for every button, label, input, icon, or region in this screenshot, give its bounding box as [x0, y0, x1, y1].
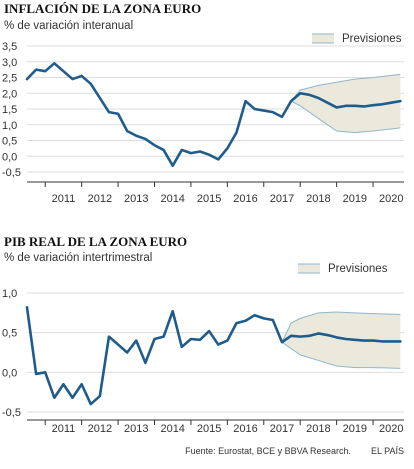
y-tick-label: 0,5 — [2, 328, 17, 340]
x-tick-label: 2020 — [379, 423, 403, 435]
x-tick-label: 2015 — [197, 423, 221, 435]
x-tick-label: 2013 — [124, 193, 148, 205]
x-tick-label: 2011 — [52, 423, 76, 435]
x-tick-label: 2013 — [124, 423, 148, 435]
x-tick-label: 2019 — [343, 423, 367, 435]
y-tick-label: 0,5 — [2, 136, 17, 148]
source-note: Fuente: Eurostat, BCE y BBVA Research. — [185, 446, 351, 456]
x-tick-label: 2019 — [343, 193, 367, 205]
y-tick-label: 1,0 — [2, 120, 17, 132]
x-tick-label: 2018 — [306, 193, 330, 205]
x-tick-label: 2018 — [306, 423, 330, 435]
brand-label: EL PAÍS — [371, 446, 404, 456]
forecast-lower-bound — [290, 100, 401, 134]
x-tick-label: 2017 — [270, 423, 294, 435]
series-line — [25, 305, 402, 406]
x-tick-label: 2014 — [160, 193, 184, 205]
forecast-upper-bound — [281, 311, 401, 343]
chart-subtitle: % de variación interanual — [4, 20, 133, 32]
y-tick-label: 0,0 — [2, 151, 17, 163]
x-tick-label: 2017 — [270, 193, 294, 205]
x-tick-label: 2014 — [160, 423, 184, 435]
y-tick-label: 2,5 — [2, 73, 17, 85]
chart-subtitle: % de variación intertrimestral — [4, 252, 152, 264]
y-tick-label: 3,0 — [2, 57, 17, 69]
chart-title: PIB REAL DE LA ZONA EURO — [4, 234, 187, 249]
legend-label: Previsiones — [328, 263, 388, 275]
y-tick-label: 3,5 — [2, 41, 17, 53]
x-tick-label: 2012 — [88, 423, 112, 435]
x-tick-label: 2016 — [233, 193, 257, 205]
y-tick-label: 2,0 — [2, 88, 17, 100]
legend-swatch — [298, 264, 320, 273]
x-tick-label: 2012 — [88, 193, 112, 205]
legend-label: Previsiones — [342, 33, 402, 45]
y-tick-label: -0,5 — [2, 167, 21, 179]
inflation-chart: INFLACIÓN DE LA ZONA EURO % de variación … — [2, 1, 404, 205]
y-tick-label: 1,0 — [2, 288, 17, 300]
series-line — [25, 62, 402, 167]
y-tick-label: -0,5 — [2, 407, 21, 419]
legend-swatch — [312, 34, 334, 43]
gdp-chart: PIB REAL DE LA ZONA EURO % de variación i… — [2, 234, 404, 435]
x-tick-label: 2011 — [52, 193, 76, 205]
chart-title: INFLACIÓN DE LA ZONA EURO — [4, 1, 201, 16]
forecast-upper-bound — [290, 73, 401, 102]
x-tick-label: 2016 — [233, 423, 257, 435]
y-tick-label: 1,5 — [2, 104, 17, 116]
y-tick-label: 0,0 — [2, 367, 17, 379]
x-tick-label: 2015 — [197, 193, 221, 205]
x-tick-label: 2020 — [379, 193, 403, 205]
forecast-lower-bound — [281, 341, 401, 369]
forecast-band — [281, 312, 401, 369]
